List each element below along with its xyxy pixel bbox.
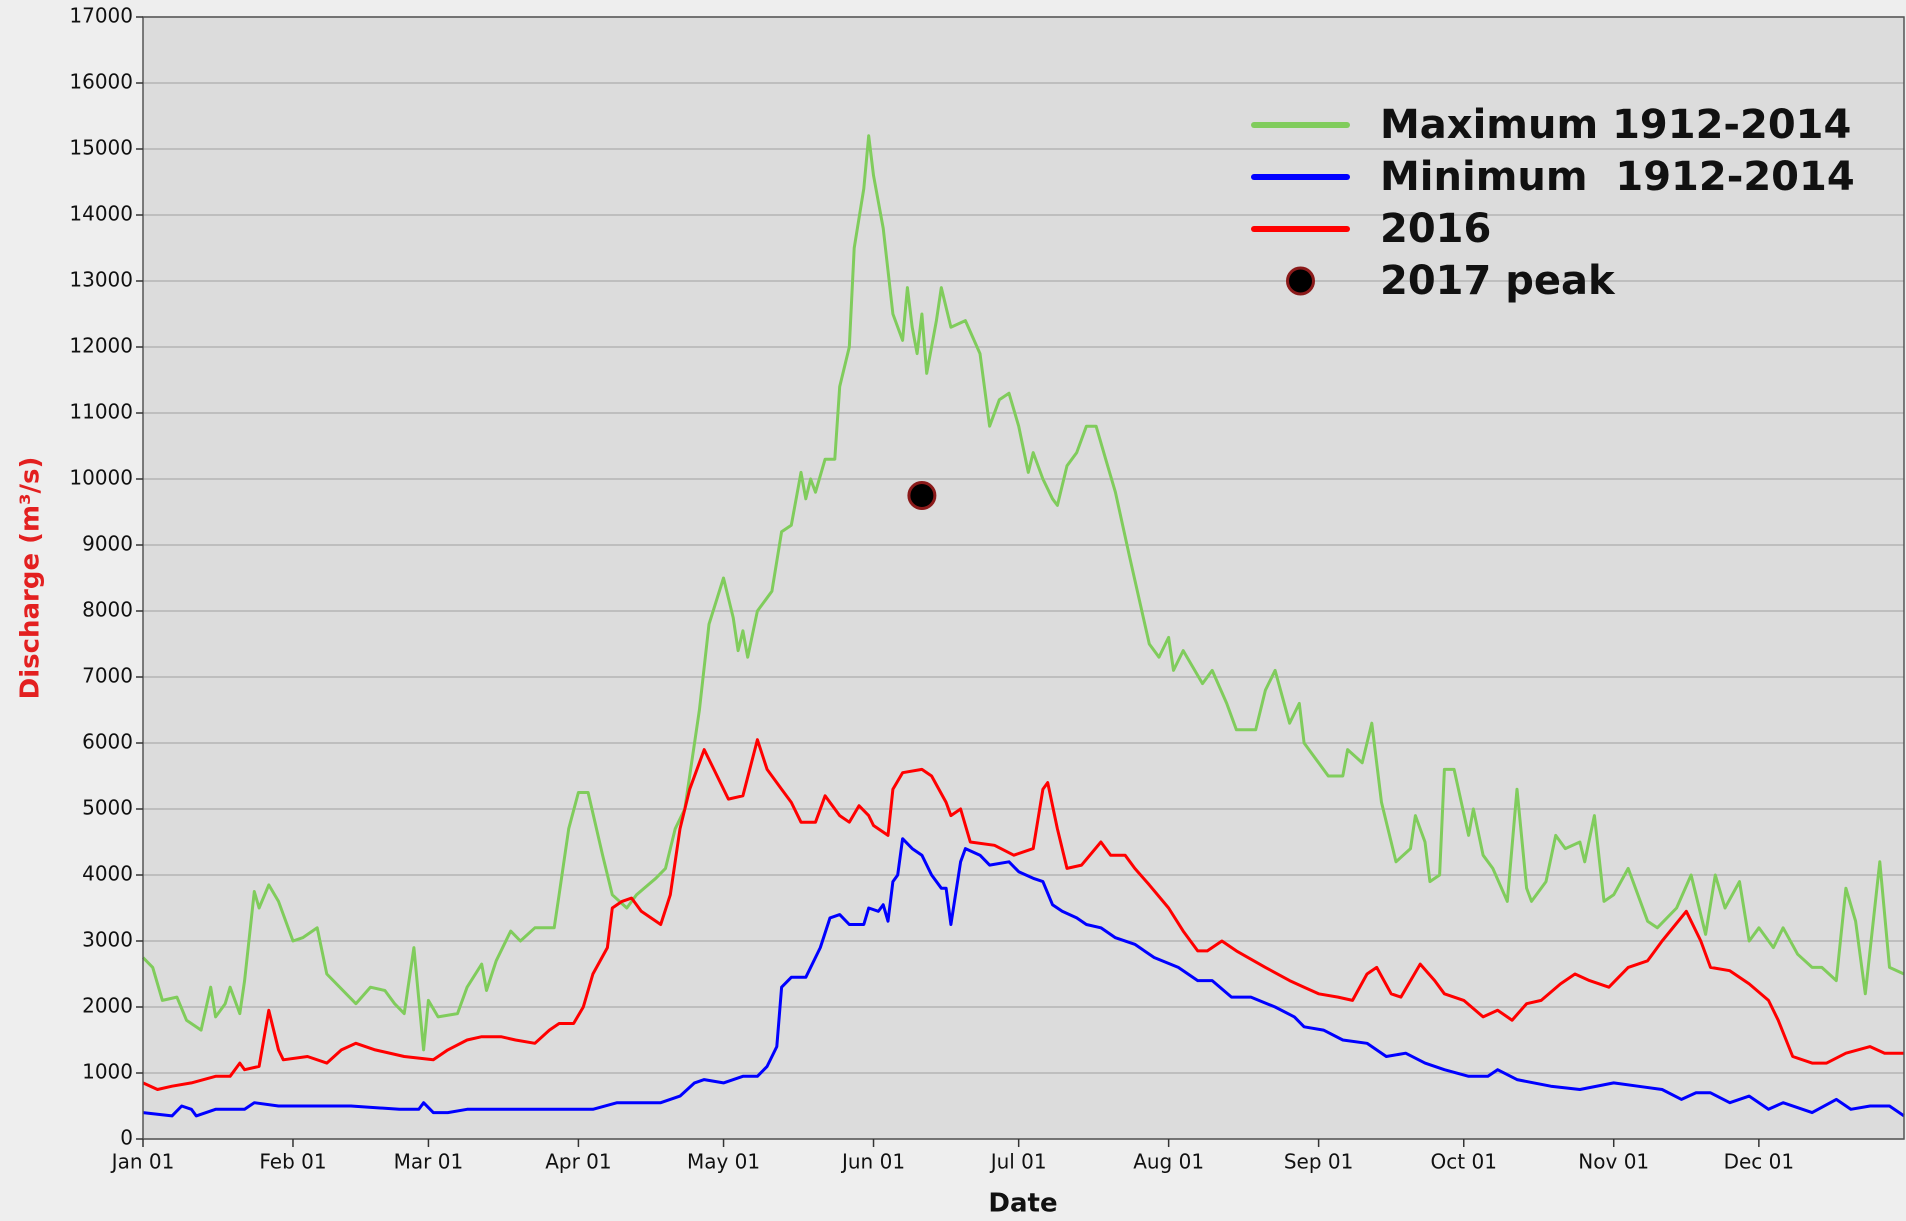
y-tick-label: 2000 (82, 994, 133, 1018)
y-tick-label: 3000 (82, 928, 133, 952)
series-line (141, 134, 1905, 1052)
y-axis-label: Discharge (m³/s) (16, 457, 46, 700)
x-tick-label: Apr 01 (545, 1150, 611, 1174)
x-tick-label: Mar 01 (394, 1150, 464, 1174)
y-tick-label: 14000 (69, 202, 133, 226)
x-tick-label: May 01 (687, 1150, 760, 1174)
x-tick-label: Sep 01 (1284, 1150, 1354, 1174)
y-tick-label: 13000 (69, 268, 133, 292)
grid (143, 16, 1904, 1140)
x-axis-label: Date (988, 1189, 1057, 1219)
y-tick-label: 5000 (82, 796, 133, 820)
legend-label: 2017 peak (1380, 258, 1616, 304)
x-tick-label: Oct 01 (1431, 1150, 1497, 1174)
y-tick-label: 15000 (69, 136, 133, 160)
y-tick-label: 0 (120, 1126, 133, 1150)
legend-swatch (1286, 266, 1315, 296)
y-tick-label: 11000 (69, 400, 133, 424)
y-tick-label: 16000 (69, 70, 133, 94)
legend-label: Maximum 1912-2014 (1380, 102, 1851, 148)
legend-label: Minimum 1912-2014 (1380, 154, 1855, 200)
x-tick-label: Aug 01 (1133, 1150, 1204, 1174)
x-tick-label: Jun 01 (840, 1150, 905, 1174)
y-tick-label: 10000 (69, 466, 133, 490)
y-tick-label: 6000 (82, 730, 133, 754)
x-tick-label: Nov 01 (1578, 1150, 1649, 1174)
y-tick-label: 9000 (82, 532, 133, 556)
legend-label: 2016 (1380, 206, 1491, 252)
x-tick-label: Feb 01 (259, 1150, 326, 1174)
series-line (142, 738, 1904, 1091)
x-tick-label: Dec 01 (1724, 1150, 1795, 1174)
y-tick-label: 1000 (82, 1060, 133, 1084)
y-tick-label: 7000 (82, 664, 133, 688)
peak-point (907, 481, 937, 510)
y-tick-label: 17000 (69, 4, 133, 28)
x-tick-label: Jul 01 (989, 1150, 1047, 1174)
series-lines (141, 134, 1905, 1118)
y-tick-label: 4000 (82, 862, 133, 886)
series-line (142, 837, 1905, 1118)
plot-frame (142, 16, 1905, 1140)
y-tick-label: 12000 (69, 334, 133, 358)
y-tick-label: 8000 (82, 598, 133, 622)
x-tick-label: Jan 01 (110, 1150, 175, 1174)
plot-area (143, 17, 1904, 1139)
